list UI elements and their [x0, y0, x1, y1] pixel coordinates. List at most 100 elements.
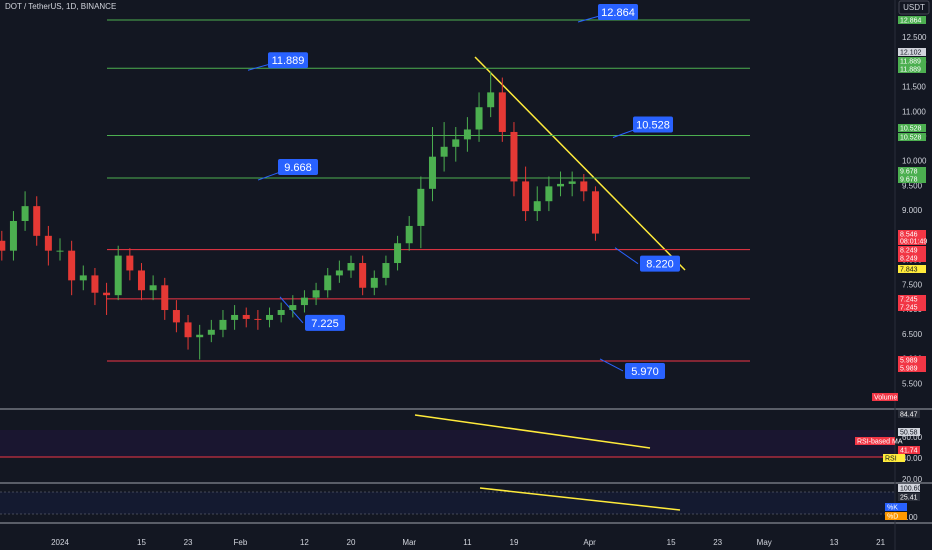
candle-body — [266, 314, 274, 320]
y-tick-label: 9.500 — [902, 181, 923, 190]
candle-body — [289, 305, 297, 311]
price-tag — [898, 65, 926, 73]
candle-body — [545, 186, 553, 202]
x-tick-label: 15 — [137, 538, 146, 547]
x-tick-label: 23 — [184, 538, 193, 547]
price-tag-text: 12.102 — [900, 49, 922, 56]
indicator-tag-text: 100.60 — [900, 485, 922, 492]
y-tick-label: 11.000 — [902, 107, 926, 116]
candle-body — [0, 240, 6, 251]
y-tick-label: 6.500 — [902, 330, 923, 339]
price-tag — [898, 124, 926, 132]
x-tick-label: 13 — [830, 538, 839, 547]
candle-body — [347, 263, 355, 271]
price-tag-text: 9.678 — [900, 176, 918, 183]
indicator-tag-text: %D — [887, 513, 898, 520]
candle-body — [498, 92, 506, 132]
candle-body — [91, 275, 99, 293]
x-tick-label: May — [757, 538, 772, 547]
indicator-tag — [885, 503, 907, 511]
x-tick-label: Mar — [402, 538, 416, 547]
candle-body — [172, 310, 180, 323]
x-tick-label: 19 — [510, 538, 519, 547]
y-tick-label: 20.00 — [902, 475, 923, 484]
candle-body — [149, 285, 157, 291]
candle-body — [21, 206, 29, 221]
candle-body — [9, 220, 17, 251]
level-label: 11.889 — [268, 52, 308, 69]
level-label-box — [305, 314, 345, 331]
level-label: 7.225 — [305, 314, 345, 331]
candle-body — [137, 270, 145, 291]
y-tick-label: 5.500 — [902, 379, 923, 388]
price-tag — [898, 133, 926, 141]
candle-body — [242, 314, 250, 319]
price-tag — [898, 48, 926, 56]
candle-body — [475, 107, 483, 130]
candle-body — [33, 206, 41, 236]
candle-body — [184, 322, 192, 338]
x-tick-label: 20 — [347, 538, 356, 547]
indicator-tag — [898, 410, 920, 418]
candle-body — [56, 250, 64, 252]
candle-body — [382, 263, 390, 278]
level-label-text: 5.970 — [631, 366, 659, 378]
indicator-tag-text: 50.58 — [900, 429, 918, 436]
price-tag-text: 5.989 — [900, 365, 918, 372]
indicator-tag-text: 25.41 — [900, 494, 918, 501]
currency-label: USDT — [903, 3, 925, 12]
indicator-tag-text: 84.47 — [900, 411, 918, 418]
stoch-trend-line — [479, 487, 681, 511]
currency-button[interactable] — [898, 0, 930, 15]
level-label-text: 8.220 — [646, 259, 674, 271]
x-tick-label: 23 — [713, 538, 722, 547]
x-tick-label: Apr — [583, 538, 596, 547]
indicator-tag — [898, 484, 920, 492]
candle-body — [417, 188, 425, 226]
indicator-tag-text: %K — [887, 504, 898, 511]
level-label-box — [633, 116, 673, 133]
price-tag-text: 7.245 — [900, 304, 918, 311]
level-label: 8.220 — [640, 255, 680, 272]
candle-body — [277, 310, 285, 315]
candle-body — [114, 255, 122, 296]
price-tag — [898, 57, 926, 65]
candle-body — [568, 181, 576, 184]
price-tag — [898, 303, 926, 311]
price-tag-text: 7.843 — [900, 266, 918, 273]
price-tag-text: 8.546 — [900, 231, 918, 238]
candle-body — [79, 275, 87, 281]
candle-body — [324, 275, 332, 291]
level-label-text: 12.864 — [601, 7, 635, 19]
rsi-trend-line — [414, 414, 651, 449]
candle-body — [405, 225, 413, 244]
indicator-tag — [898, 493, 920, 501]
y-tick-label: 10.000 — [902, 157, 927, 166]
price-tag-text: 5.989 — [900, 357, 918, 364]
indicator-tag — [855, 437, 895, 445]
y-tick-label: 11.500 — [902, 83, 926, 92]
level-label-box — [268, 52, 308, 69]
price-tag — [898, 265, 926, 273]
price-tag-text: 7.245 — [900, 296, 918, 303]
x-tick-label: 12 — [300, 538, 309, 547]
price-tag — [898, 246, 926, 254]
indicator-tag-text: 41.74 — [900, 447, 918, 454]
price-tag — [872, 393, 898, 401]
indicator-tag — [883, 454, 905, 462]
candle-body — [68, 250, 76, 281]
candle-body — [219, 319, 227, 330]
level-label-box — [278, 159, 318, 176]
price-tag — [898, 230, 926, 238]
level-label: 10.528 — [633, 116, 673, 133]
stoch-band — [0, 492, 895, 514]
y-tick-label: 40.00 — [902, 454, 923, 463]
price-tag — [898, 175, 926, 183]
candle-body — [44, 235, 52, 251]
candle-body — [126, 255, 134, 271]
level-connector — [599, 358, 624, 372]
level-label-box — [640, 255, 680, 272]
price-tag-text: Volume — [874, 394, 897, 401]
